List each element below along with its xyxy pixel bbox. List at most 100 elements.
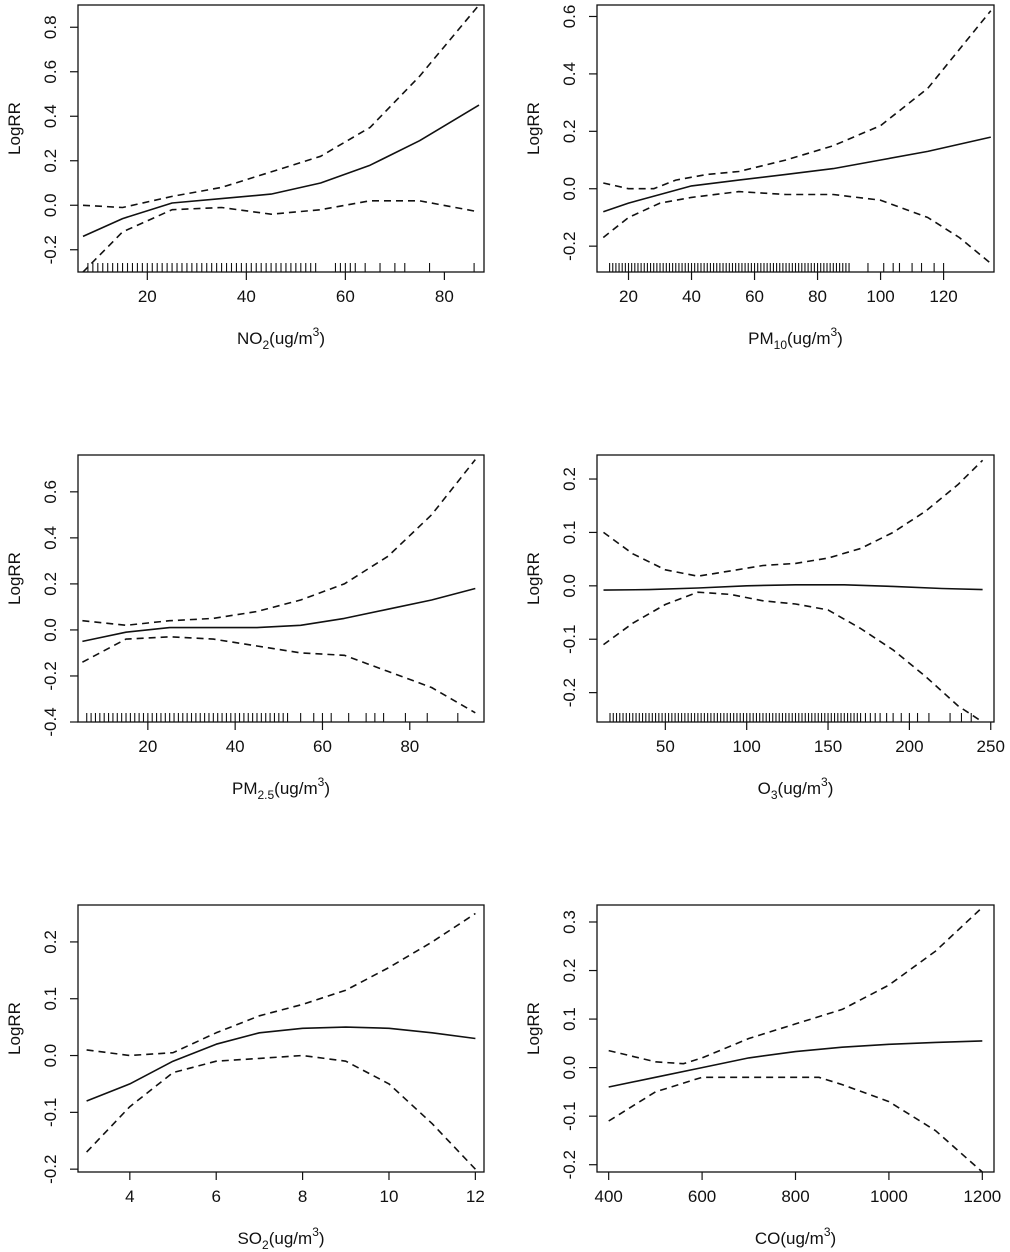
panel-3-frame — [77, 454, 485, 723]
panel-2-ytick-label: 0.2 — [560, 120, 579, 144]
panel-4-ylabel: LogRR — [524, 552, 543, 605]
panel-6-ytick-label: -0.2 — [560, 1150, 579, 1179]
panel-4-ytick-label: 0.0 — [560, 574, 579, 598]
panel-4-xlabel-main: O — [758, 779, 771, 798]
panel-4-xtick-label: 150 — [814, 737, 842, 756]
panel-3-ytick-label: 0.2 — [41, 572, 60, 596]
panel-5-ylabel: LogRR — [5, 1002, 24, 1055]
panel-6-xlabel-slash: / — [805, 1229, 810, 1248]
panel-6-xtick-label: 800 — [781, 1187, 809, 1206]
panel-1-xtick-label: 20 — [138, 287, 157, 306]
panel-1-ytick-label: 0.4 — [41, 104, 60, 128]
panel-1-xtick-label: 60 — [336, 287, 355, 306]
panel-4-series-estimate — [603, 583, 983, 591]
panel-3-series-upper-ci — [82, 459, 476, 627]
panel-1-xlabel-m: m — [298, 329, 312, 348]
panel-6-xtick-label: 1000 — [870, 1187, 908, 1206]
panel-3-ytick-label: 0.4 — [41, 526, 60, 550]
panel-5-xlabel-m: m — [298, 1229, 312, 1248]
panel-2-ylabel: LogRR — [524, 102, 543, 155]
panel-6-xlabel-unit: (ug — [780, 1229, 805, 1248]
panel-3-series-estimate — [82, 587, 476, 643]
panel-2-xtick-label: 20 — [619, 287, 638, 306]
panel-3-series-lower-ci — [82, 635, 476, 714]
panel-5-series-estimate — [86, 1026, 476, 1102]
panel-2-series-estimate — [603, 136, 991, 213]
panel-5-xlabel-unit: (ug — [269, 1229, 294, 1248]
panel-4-xlabel: O3(ug/m3) — [758, 775, 834, 802]
panel-5-ytick-label: 0.1 — [41, 987, 60, 1011]
panel-2-xlabel-sub: 10 — [774, 338, 788, 352]
panel-3-ytick-label: 0.0 — [41, 618, 60, 642]
panel-2-xtick-label: 40 — [682, 287, 701, 306]
panel-5-xtick-label: 10 — [380, 1187, 399, 1206]
panel-2-xtick-label: 60 — [745, 287, 764, 306]
panel-1-ytick-label: 0.6 — [41, 60, 60, 84]
panel-5-xlabel-sup: 3 — [312, 1225, 319, 1239]
panel-6-series-lower-ci — [608, 1076, 983, 1172]
panel-1-ytick-label: -0.2 — [41, 235, 60, 264]
panel-5-xtick-label: 12 — [466, 1187, 485, 1206]
panel-3: 20 40 60 80 -0.4 -0.2 0.0 0.2 0.4 0.6 LogRR PM2.5(u… — [5, 454, 485, 802]
panel-4-xtick-label: 200 — [895, 737, 923, 756]
panel-2-xlabel-sup: 3 — [830, 325, 837, 339]
panel-6-ytick-label: 0.1 — [560, 1007, 579, 1031]
panel-4-xlabel-sup: 3 — [821, 775, 828, 789]
panel-2-ytick-label: 0.4 — [560, 62, 579, 86]
panel-6-ylabel: LogRR — [524, 1002, 543, 1055]
panel-5-ytick-label: -0.2 — [41, 1155, 60, 1184]
panel-5-xtick-label: 4 — [125, 1187, 134, 1206]
panel-4-xlabel-slash: / — [802, 779, 807, 798]
panel-3-ytick-label: -0.2 — [41, 661, 60, 690]
panel-6-xlabel-m: m — [810, 1229, 824, 1248]
panel-3-ylabel: LogRR — [5, 552, 24, 605]
panel-4-ytick-label: 0.2 — [560, 467, 579, 491]
panel-4-xtick-label: 50 — [656, 737, 675, 756]
panel-3-ytick-label: -0.4 — [41, 707, 60, 736]
panel-5-ytick-label: 0.2 — [41, 930, 60, 954]
panel-5-ytick-label: -0.1 — [41, 1098, 60, 1127]
panel-6-frame — [596, 904, 995, 1173]
panel-1-ytick-label: 0.2 — [41, 149, 60, 173]
panel-3-xtick-label: 20 — [138, 737, 157, 756]
panel-5-xlabel: SO2(ug/m3) — [237, 1225, 324, 1252]
panel-3-ytick-label: 0.6 — [41, 480, 60, 504]
panel-4-xtick-label: 250 — [977, 737, 1005, 756]
panel-5-xtick-label: 8 — [298, 1187, 307, 1206]
panel-1-xlabel-slash: / — [294, 329, 299, 348]
panel-6-xlabel-main: CO — [755, 1229, 781, 1248]
panel-4-ytick-label: -0.2 — [560, 678, 579, 707]
panel-2-ytick-label: 0.6 — [560, 5, 579, 29]
panel-5-xlabel-sub: 2 — [262, 1238, 269, 1252]
panel-3-xtick-label: 80 — [400, 737, 419, 756]
panel-6-xlabel-close: ) — [831, 1229, 837, 1248]
panel-4-xlabel-close: ) — [828, 779, 834, 798]
panel-1-series-estimate — [82, 104, 480, 238]
panel-6-series-estimate — [608, 1040, 983, 1088]
panel-3-xlabel-main: PM — [232, 779, 258, 798]
panel-1-xlabel-unit: (ug — [269, 329, 294, 348]
panel-1-series-upper-ci — [82, 5, 480, 209]
panel-3-xlabel: PM2.5(ug/m3) — [232, 775, 330, 802]
panel-3-xlabel-close: ) — [324, 779, 330, 798]
panel-5: 4 6 8 10 12 -0.2 -0.1 0.0 0.1 0.2 LogRR SO2(ug/m3) — [5, 904, 485, 1252]
panel-2-ytick-label: -0.2 — [560, 232, 579, 261]
panel-2-xlabel-m: m — [816, 329, 830, 348]
panel-4-xlabel-unit: (ug — [778, 779, 803, 798]
panel-5-ytick-label: 0.0 — [41, 1044, 60, 1068]
panel-2-xtick-label: 100 — [866, 287, 894, 306]
panel-5-xlabel-slash: / — [293, 1229, 298, 1248]
panel-1-xlabel-close: ) — [319, 329, 325, 348]
panel-3-xlabel-sup: 3 — [318, 775, 325, 789]
panel-2-xlabel-slash: / — [812, 329, 817, 348]
panel-2-series-upper-ci — [603, 10, 992, 190]
panel-4-series-lower-ci — [603, 591, 984, 722]
panel-1-xlabel-sup: 3 — [313, 325, 320, 339]
panel-6-xlabel: CO(ug/m3) — [755, 1225, 836, 1248]
panel-6: 400 600 800 1000 1200 -0.2 -0.1 0.0 0.1 0.2 0.3 Log… — [524, 904, 1001, 1248]
panel-3-xlabel-slash: / — [299, 779, 304, 798]
panel-6-xtick-label: 400 — [594, 1187, 622, 1206]
panel-1-xlabel-main: NO — [237, 329, 263, 348]
panel-5-xlabel-main: SO — [237, 1229, 262, 1248]
panel-5-xlabel-close: ) — [319, 1229, 325, 1248]
